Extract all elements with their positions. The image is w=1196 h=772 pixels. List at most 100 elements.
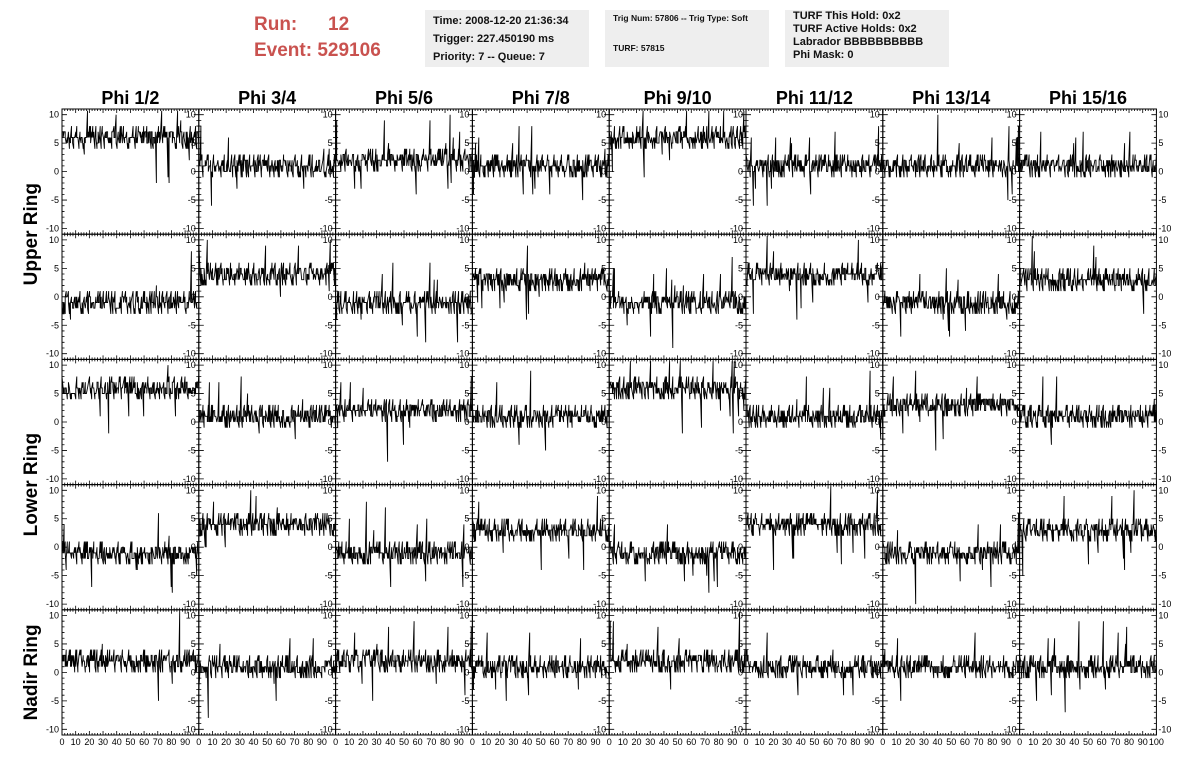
panel-ticks bbox=[61, 234, 200, 360]
panel-ticks bbox=[61, 609, 200, 735]
y-tick-label: -10 bbox=[1158, 724, 1171, 734]
waveform-trace bbox=[62, 110, 200, 184]
y-tick-label: -10 bbox=[730, 474, 743, 484]
x-tick-label: 70 bbox=[563, 737, 573, 747]
y-tick-label: 10 bbox=[1158, 360, 1168, 370]
panel-ticks bbox=[608, 484, 747, 610]
x-tick-label: 70 bbox=[700, 737, 710, 747]
y-tick-label: -5 bbox=[1009, 445, 1017, 455]
waveform-trace bbox=[1019, 131, 1157, 178]
panel-ticks bbox=[472, 609, 610, 735]
y-tick-label: -5 bbox=[188, 195, 196, 205]
y-tick-label: 0 bbox=[601, 167, 606, 177]
y-tick-label: -5 bbox=[598, 320, 606, 330]
x-tick-label: 30 bbox=[919, 737, 929, 747]
y-tick-label: -10 bbox=[593, 599, 606, 609]
panel-ticks bbox=[61, 484, 200, 610]
ring-label: Lower Ring bbox=[21, 433, 42, 536]
panel-frame bbox=[1019, 233, 1157, 360]
y-tick-label: -10 bbox=[183, 349, 196, 359]
y-tick-label: -10 bbox=[1004, 224, 1017, 234]
panel-ticks bbox=[61, 109, 200, 235]
y-tick-label: -5 bbox=[325, 445, 333, 455]
y-tick-label: -10 bbox=[1158, 599, 1171, 609]
y-tick-label: 5 bbox=[191, 389, 196, 399]
y-tick-label: 0 bbox=[738, 542, 743, 552]
y-tick-label: 10 bbox=[1007, 485, 1017, 495]
time-line: Time: 2008-12-20 21:36:34 bbox=[433, 15, 569, 27]
x-tick-label: 70 bbox=[153, 737, 163, 747]
y-tick-label: 5 bbox=[1012, 639, 1017, 649]
y-tick-label: 5 bbox=[738, 389, 743, 399]
x-tick-label: 50 bbox=[946, 737, 956, 747]
y-tick-label: -5 bbox=[461, 320, 469, 330]
y-tick-label: 5 bbox=[875, 138, 880, 148]
x-tick-label: 70 bbox=[1110, 737, 1120, 747]
y-tick-label: 0 bbox=[875, 542, 880, 552]
x-tick-label: 20 bbox=[1042, 737, 1052, 747]
y-tick-label: 0 bbox=[328, 167, 333, 177]
y-tick-label: -5 bbox=[188, 696, 196, 706]
waveform-trace bbox=[335, 376, 473, 462]
y-tick-label: 5 bbox=[738, 639, 743, 649]
y-tick-label: 5 bbox=[601, 639, 606, 649]
y-tick-label: 0 bbox=[601, 667, 606, 677]
y-tick-label: 10 bbox=[186, 485, 196, 495]
y-tick-label: 10 bbox=[323, 110, 333, 120]
x-tick-label: 60 bbox=[686, 737, 696, 747]
y-tick-label: -10 bbox=[183, 224, 196, 234]
y-tick-label: 10 bbox=[459, 110, 469, 120]
y-tick-label: 10 bbox=[1007, 110, 1017, 120]
panel-ticks bbox=[335, 484, 473, 610]
panel-ticks bbox=[472, 234, 610, 360]
y-tick-label: -10 bbox=[456, 349, 469, 359]
panel-ticks bbox=[1019, 234, 1157, 360]
y-tick-label: -10 bbox=[593, 224, 606, 234]
panel-frame bbox=[198, 233, 337, 360]
y-tick-label: 10 bbox=[459, 360, 469, 370]
x-tick-label: 0 bbox=[59, 737, 64, 747]
x-tick-label: 30 bbox=[782, 737, 792, 747]
waveform-trace bbox=[608, 611, 747, 690]
y-tick-label: 10 bbox=[733, 610, 743, 620]
x-tick-label: 80 bbox=[303, 737, 313, 747]
y-tick-label: 0 bbox=[1158, 667, 1163, 677]
panel-ticks bbox=[335, 609, 473, 735]
x-tick-label: 50 bbox=[262, 737, 272, 747]
phi-mask-line: Phi Mask: 0 bbox=[793, 49, 854, 61]
waveform-trace bbox=[746, 370, 884, 440]
y-tick-label: -5 bbox=[735, 571, 743, 581]
x-tick-label: 20 bbox=[632, 737, 642, 747]
y-tick-label: 5 bbox=[54, 514, 59, 524]
x-tick-label: 40 bbox=[659, 737, 669, 747]
y-tick-label: 10 bbox=[870, 110, 880, 120]
y-tick-label: 5 bbox=[601, 514, 606, 524]
y-tick-label: -10 bbox=[593, 724, 606, 734]
panel-ticks bbox=[198, 609, 336, 735]
y-tick-label: 0 bbox=[738, 167, 743, 177]
y-tick-label: 5 bbox=[191, 639, 196, 649]
y-tick-label: -5 bbox=[51, 195, 59, 205]
x-tick-label: 60 bbox=[549, 737, 559, 747]
y-tick-label: 10 bbox=[733, 235, 743, 245]
y-tick-label: 5 bbox=[1012, 138, 1017, 148]
y-tick-label: 0 bbox=[191, 542, 196, 552]
x-tick-label: 10 bbox=[344, 737, 354, 747]
x-tick-label: 80 bbox=[850, 737, 860, 747]
y-tick-label: -5 bbox=[461, 571, 469, 581]
turf-this-hold-line: TURF This Hold: 0x2 bbox=[793, 10, 901, 22]
waveform-trace bbox=[1019, 621, 1157, 713]
x-tick-label: 30 bbox=[235, 737, 245, 747]
panel-frame bbox=[471, 233, 610, 360]
x-tick-label: 90 bbox=[180, 737, 190, 747]
y-tick-label: 10 bbox=[459, 610, 469, 620]
waveform-trace bbox=[882, 632, 1020, 701]
column-title: Phi 9/10 bbox=[644, 88, 712, 108]
panel-ticks bbox=[472, 359, 610, 485]
trigger-info-box: Trig Num: 57806 -- Trig Type: Soft TURF:… bbox=[605, 10, 769, 67]
waveform-trace bbox=[471, 495, 610, 571]
x-tick-label: 40 bbox=[249, 737, 259, 747]
y-tick-label: 10 bbox=[596, 235, 606, 245]
y-tick-label: 5 bbox=[464, 389, 469, 399]
y-tick-label: 0 bbox=[464, 167, 469, 177]
